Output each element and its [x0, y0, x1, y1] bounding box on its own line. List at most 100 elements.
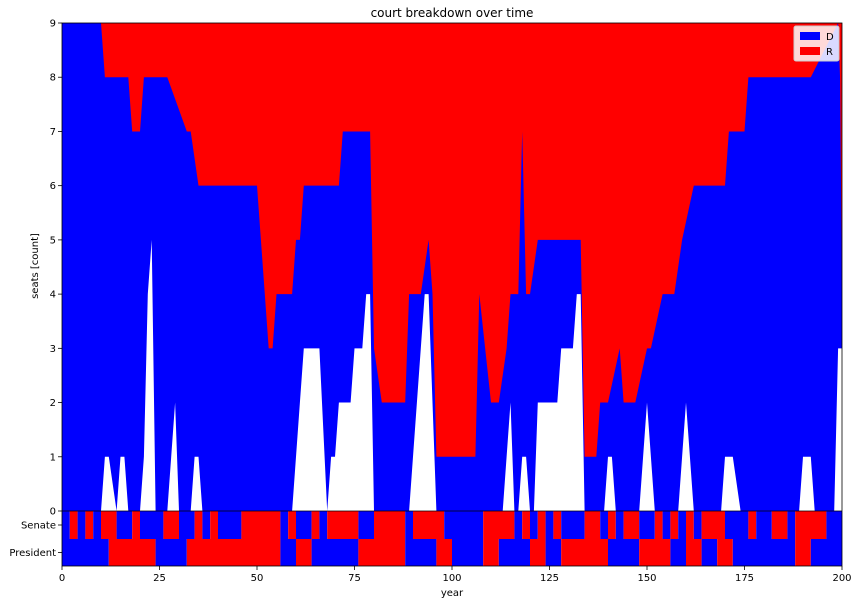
senate-segment — [69, 511, 78, 539]
x-tick-label: 75 — [348, 573, 361, 584]
president-segment — [358, 539, 406, 566]
senate-segment — [514, 511, 523, 539]
senate-segment — [795, 511, 827, 539]
senate-segment — [654, 511, 663, 539]
president-segment — [186, 539, 281, 566]
x-tick-label: 0 — [59, 573, 65, 584]
y-tick-label: 2 — [50, 398, 56, 409]
axes: 0 1 2 3 4 5 6 7 8 9 0 25 50 75 100 125 150 175 200 Senate Pr… — [9, 19, 851, 585]
president-segment — [483, 539, 499, 566]
senate-segment — [101, 511, 117, 539]
x-tick-label: 200 — [832, 573, 851, 584]
y-tick-label: 1 — [50, 452, 56, 463]
senate-segment — [787, 511, 796, 539]
president-segment — [452, 539, 484, 566]
x-tick-label: 25 — [153, 573, 166, 584]
senate-segment — [85, 511, 94, 539]
senate-segment — [210, 511, 218, 539]
president-segment — [530, 539, 546, 566]
senate-segment — [530, 511, 538, 539]
x-tick-label: 100 — [442, 573, 461, 584]
senate-segment — [615, 511, 624, 539]
senate-segment — [522, 511, 530, 539]
senate-segment — [132, 511, 140, 539]
president-segment — [62, 539, 109, 566]
senate-segment — [218, 511, 242, 539]
series-d-area — [62, 23, 842, 511]
legend-label-r: R — [826, 47, 833, 58]
senate-segment — [202, 511, 211, 539]
president-segment — [405, 539, 437, 566]
president-segment — [108, 539, 156, 566]
y-axis-label: seats [count] — [30, 233, 41, 299]
president-segment — [639, 539, 671, 566]
president-segment — [436, 539, 452, 566]
senate-segment — [358, 511, 374, 539]
y-tick-label: 9 — [50, 19, 56, 30]
y-tick-label: 5 — [50, 235, 56, 246]
senate-segment — [280, 511, 289, 539]
senate-segment — [483, 511, 515, 539]
president-segment — [561, 539, 608, 566]
president-segment — [311, 539, 359, 566]
senate-segment — [639, 511, 655, 539]
president-segment — [701, 539, 718, 566]
y-tick-label: 8 — [50, 73, 56, 84]
senate-segment — [296, 511, 312, 539]
y-tick-label: 6 — [50, 181, 56, 192]
senate-segment — [701, 511, 725, 539]
senate-segment — [678, 511, 686, 539]
senate-segment — [163, 511, 179, 539]
legend-swatch-d — [800, 32, 820, 40]
senate-segment — [537, 511, 546, 539]
president-row-label: President — [9, 548, 56, 559]
senate-segment — [826, 511, 842, 539]
senate-segment — [686, 511, 694, 539]
senate-segment — [413, 511, 445, 539]
president-segment — [155, 539, 187, 566]
senate-segment — [553, 511, 562, 539]
y-tick-label: 7 — [50, 127, 56, 138]
senate-segment — [756, 511, 772, 539]
senate-segment — [584, 511, 601, 539]
y-tick-label: 0 — [50, 507, 56, 518]
senate-segment — [444, 511, 484, 539]
senate-segment — [545, 511, 554, 539]
president-segment — [670, 539, 686, 566]
senate-segment — [179, 511, 195, 539]
president-segment — [608, 539, 640, 566]
senate-segment — [319, 511, 328, 539]
senate-segment — [748, 511, 757, 539]
senate-segment — [116, 511, 133, 539]
stacked-area-panel — [62, 23, 842, 511]
senate-segment — [725, 511, 749, 539]
senate-segment — [311, 511, 320, 539]
senate-segment — [93, 511, 101, 539]
president-segment — [296, 539, 312, 566]
x-axis-label: year — [441, 588, 464, 599]
senate-segment — [670, 511, 679, 539]
y-tick-label: 4 — [50, 290, 56, 301]
x-tick-label: 175 — [735, 573, 754, 584]
senate-segment — [600, 511, 608, 539]
president-segment — [280, 539, 296, 566]
legend-label-d: D — [826, 32, 834, 43]
senate-president-strip — [62, 511, 842, 566]
senate-segment — [693, 511, 702, 539]
senate-segment — [194, 511, 203, 539]
president-segment — [732, 539, 796, 566]
senate-segment — [140, 511, 164, 539]
president-segment — [498, 539, 530, 566]
senate-segment — [241, 511, 281, 539]
senate-segment — [327, 511, 359, 539]
legend-swatch-r — [800, 47, 820, 55]
senate-segment — [62, 511, 70, 539]
senate-segment — [288, 511, 296, 539]
senate-segment — [608, 511, 616, 539]
president-segment — [686, 539, 702, 566]
senate-segment — [623, 511, 640, 539]
senate-segment — [374, 511, 406, 539]
president-segment — [717, 539, 733, 566]
senate-row-label: Senate — [21, 521, 56, 532]
